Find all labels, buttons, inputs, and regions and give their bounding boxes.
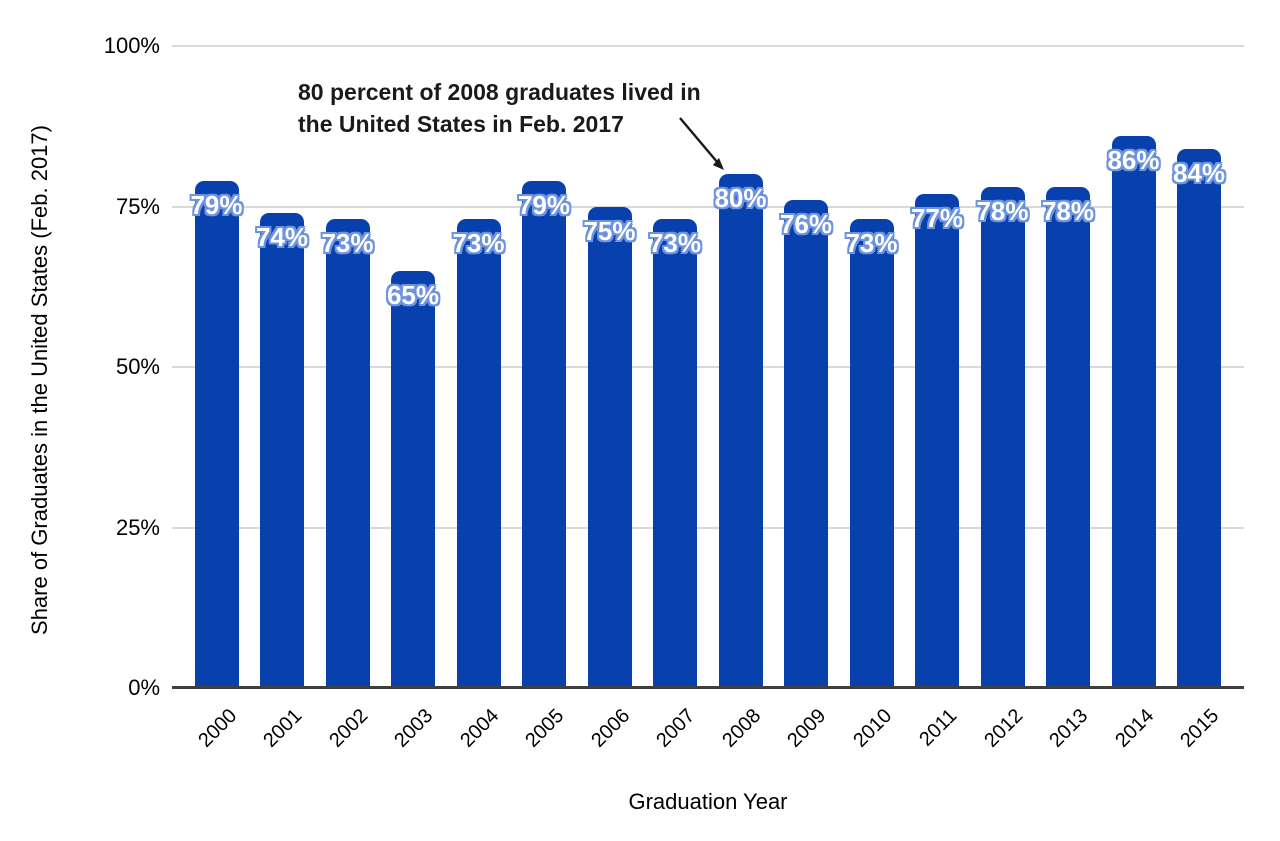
x-axis-title: Graduation Year xyxy=(628,789,788,814)
bar-2012 xyxy=(980,187,1025,688)
bar-2001 xyxy=(260,212,304,688)
bar-value-label-2010: 73% xyxy=(845,228,898,259)
bar-value-label-2002: 73% xyxy=(321,228,374,259)
bar-value-label-2015: 84% xyxy=(1172,157,1226,188)
gridline-25 xyxy=(172,526,1244,529)
bar-2011 xyxy=(915,193,959,688)
gridline-75 xyxy=(172,205,1244,208)
bar-2000 xyxy=(194,180,239,688)
annotation: 80 percent of 2008 graduates lived in th… xyxy=(298,76,701,140)
y-tick-label-25: 25% xyxy=(115,514,160,540)
bar-value-label-2008: 80% xyxy=(714,183,767,214)
bar-2015 xyxy=(1177,148,1221,688)
bar-value-label-2012: 78% xyxy=(976,196,1029,227)
bar-2009 xyxy=(784,200,828,688)
annotation-line-1: 80 percent of 2008 graduates lived in xyxy=(298,79,701,105)
bar-2014 xyxy=(1111,135,1156,688)
bar-2010 xyxy=(849,219,894,688)
bar-2008 xyxy=(718,174,763,688)
y-tick-label-50: 50% xyxy=(115,354,160,379)
bar-value-label-2013: 78% xyxy=(1041,196,1095,227)
annotation-arrow-icon xyxy=(679,117,724,170)
bar-value-label-2006: 75% xyxy=(583,215,636,246)
bar-value-label-2014: 86% xyxy=(1107,144,1160,175)
bar-value-label-2007: 73% xyxy=(648,228,702,259)
gridline-50 xyxy=(172,366,1244,368)
y-tick-label-75: 75% xyxy=(115,193,160,219)
bar-2002 xyxy=(325,219,370,688)
bar-value-label-2011: 77% xyxy=(910,202,964,233)
bar-2007 xyxy=(653,219,697,688)
bar-value-label-2003: 65% xyxy=(386,279,440,310)
y-tick-label-0: 0% xyxy=(128,675,160,700)
bar-value-label-2001: 74% xyxy=(255,221,309,252)
bar-value-label-2009: 76% xyxy=(779,209,833,240)
bar-value-label-2000: 79% xyxy=(190,189,243,220)
y-tick-label-100: 100% xyxy=(103,33,160,58)
bar-2003 xyxy=(391,270,435,688)
annotation-line-2: the United States in Feb. 2017 xyxy=(298,111,624,137)
bar-2013 xyxy=(1046,187,1090,688)
bar-2005 xyxy=(522,180,566,688)
bar-2004 xyxy=(456,219,501,688)
bar-value-label-2005: 79% xyxy=(517,189,571,220)
x-axis-baseline xyxy=(172,686,1244,689)
bar-2006 xyxy=(587,206,632,688)
y-axis-title: Share of Graduates in the United States … xyxy=(27,125,52,635)
bar-value-label-2004: 73% xyxy=(452,228,505,259)
gridline-100 xyxy=(172,45,1244,47)
